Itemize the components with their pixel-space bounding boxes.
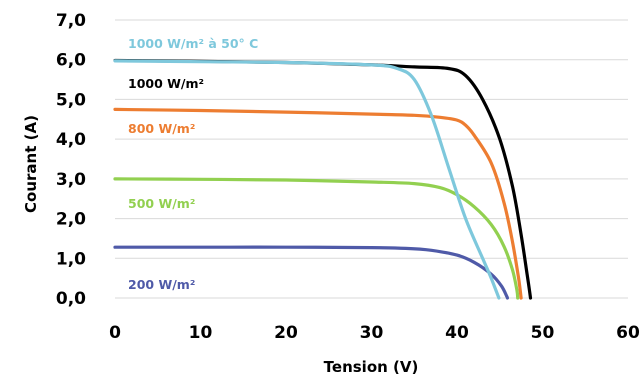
series-label-4: 200 W/m² [128,277,195,292]
series-labels: 1000 W/m² à 50° C 1000 W/m² 800 W/m² 500 W/… [128,36,258,292]
x-tick-labels: 0 10 20 30 40 50 60 [109,323,640,343]
x-tick-label: 30 [360,323,384,343]
y-tick-label: 7,0 [56,11,86,31]
x-tick-label: 0 [109,323,121,343]
series-line-0 [113,59,501,300]
series-label-2: 800 W/m² [128,121,195,136]
series-label-0: 1000 W/m² à 50° C [128,36,258,51]
x-tick-label: 20 [274,323,298,343]
y-tick-labels: 0,0 1,0 2,0 3,0 4,0 5,0 6,0 7,0 [56,11,86,309]
series-line-3 [113,177,520,300]
y-tick-label: 3,0 [56,170,86,190]
x-tick-label: 10 [189,323,213,343]
x-tick-label: 40 [445,323,469,343]
series-line-4 [113,245,509,300]
y-tick-label: 2,0 [56,210,86,230]
y-tick-label: 6,0 [56,51,86,71]
y-axis-title: Courant (A) [22,115,40,213]
series-label-1: 1000 W/m² [128,76,204,91]
y-tick-label: 1,0 [56,249,86,269]
x-axis-title: Tension (V) [324,358,419,376]
y-tick-label: 4,0 [56,130,86,150]
x-tick-label: 50 [531,323,555,343]
series-label-3: 500 W/m² [128,196,195,211]
x-tick-label: 60 [616,323,640,343]
series-line-2 [113,107,523,300]
y-tick-label: 0,0 [56,289,86,309]
y-tick-label: 5,0 [56,90,86,110]
series-curves [113,58,533,300]
